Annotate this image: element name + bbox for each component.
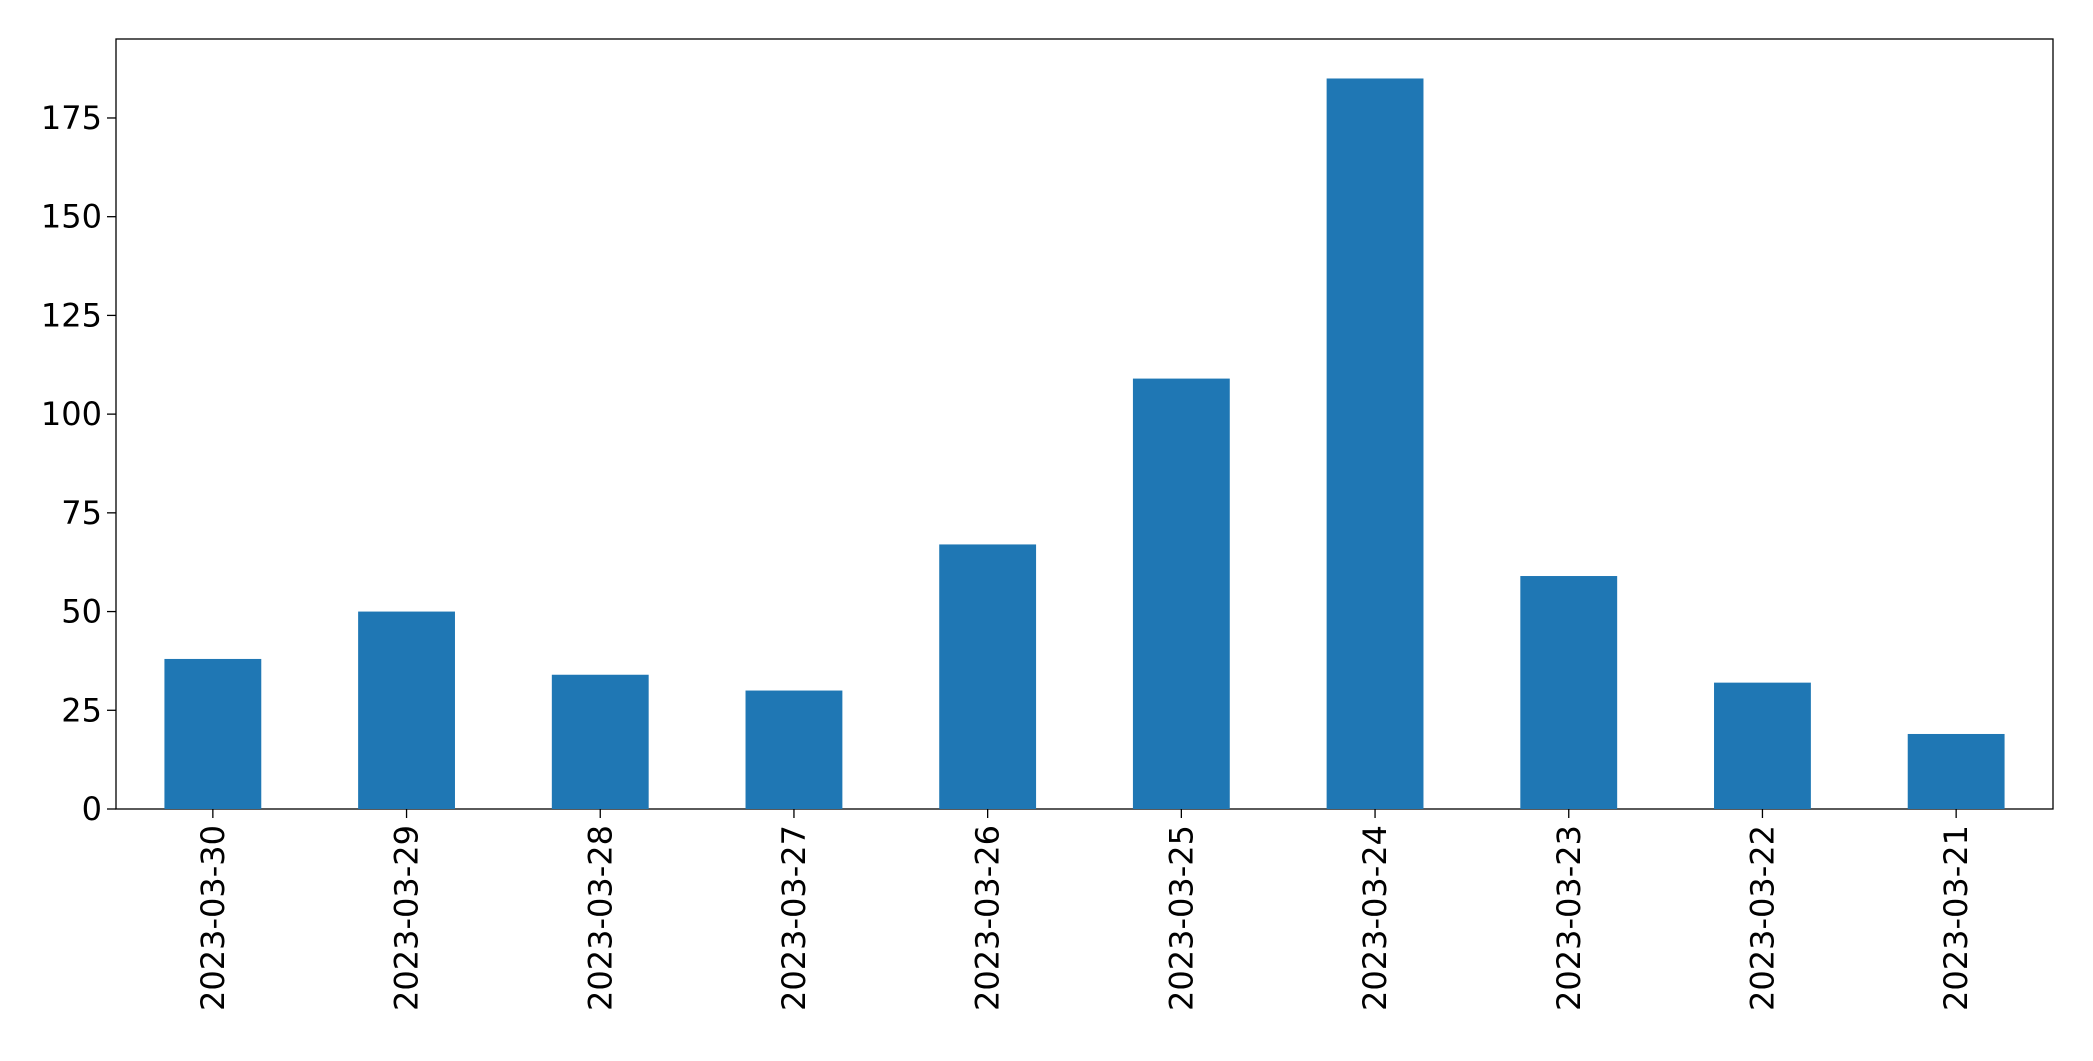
y-tick-label: 25 xyxy=(61,691,102,729)
x-tick-label: 2023-03-23 xyxy=(1550,825,1588,1011)
bar xyxy=(1714,682,1811,809)
x-tick-label: 2023-03-26 xyxy=(969,825,1007,1011)
bar xyxy=(1907,733,2005,809)
y-tick-label: 100 xyxy=(41,395,102,433)
plot-frame xyxy=(115,38,2054,810)
x-tick-label: 2023-03-29 xyxy=(388,825,426,1011)
bar xyxy=(1326,78,1424,809)
y-tick-label: 150 xyxy=(41,198,102,236)
y-tick-label: 50 xyxy=(61,593,102,631)
x-tick-label: 2023-03-28 xyxy=(581,825,619,1011)
bar xyxy=(1132,378,1230,809)
bar xyxy=(358,611,455,809)
x-tick-label: 2023-03-21 xyxy=(1937,825,1975,1011)
x-tick-label: 2023-03-30 xyxy=(194,825,232,1011)
x-tick-label: 2023-03-22 xyxy=(1743,825,1781,1011)
bar xyxy=(164,658,262,809)
x-tick-label: 2023-03-27 xyxy=(775,825,813,1011)
bar xyxy=(939,544,1037,809)
y-tick-label: 125 xyxy=(41,296,102,334)
x-tick-label: 2023-03-25 xyxy=(1162,825,1200,1011)
y-tick-label: 175 xyxy=(41,99,102,137)
bar xyxy=(551,674,649,809)
bar xyxy=(745,690,843,809)
x-tick-label: 2023-03-24 xyxy=(1356,825,1394,1011)
y-tick-label: 0 xyxy=(82,790,102,828)
y-tick-label: 75 xyxy=(61,494,102,532)
bar xyxy=(1520,576,1618,809)
